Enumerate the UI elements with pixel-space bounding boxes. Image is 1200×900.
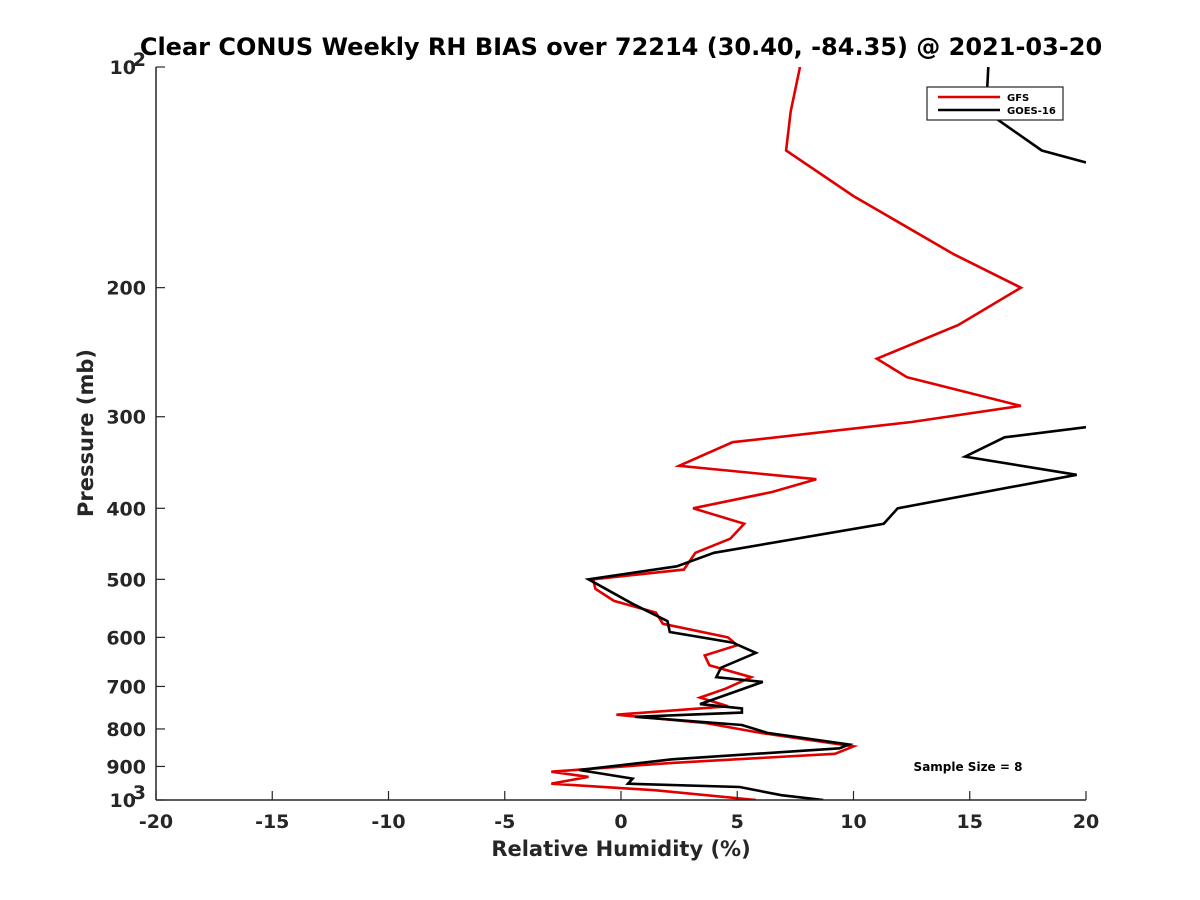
x-tick-label: 15 xyxy=(957,811,983,833)
x-tick-label: 20 xyxy=(1073,811,1099,833)
x-tick-label: -5 xyxy=(494,811,515,833)
y-axis-label: Pressure (mb) xyxy=(74,349,98,517)
y-tick-label: 900 xyxy=(106,756,146,778)
chart-title: Clear CONUS Weekly RH BIAS over 72214 (3… xyxy=(140,33,1102,61)
x-tick-label: -20 xyxy=(139,811,173,833)
sample-size-annotation: Sample Size = 8 xyxy=(914,760,1023,774)
y-tick-label: 200 xyxy=(106,278,146,300)
x-tick-label: 5 xyxy=(731,811,744,833)
y-tick-label: 600 xyxy=(106,627,146,649)
legend-label-gfs: GFS xyxy=(1007,93,1029,104)
y-tick-label: 10 xyxy=(110,57,136,79)
y-tick-label: 500 xyxy=(106,569,146,591)
legend-box xyxy=(926,86,1064,121)
ticks-layer: -20 -15 -10 -5 0 5 10 15 20102200300400500600700… xyxy=(106,49,1099,833)
x-tick-label: -10 xyxy=(371,811,405,833)
legend-label-goes16: GOES-16 xyxy=(1007,106,1056,117)
x-tick-label: 10 xyxy=(840,811,866,833)
y-tick-label: 400 xyxy=(106,498,146,520)
x-axis-label: Relative Humidity (%) xyxy=(491,837,750,861)
y-tick-label: 800 xyxy=(106,719,146,741)
y-tick-label: 10 xyxy=(110,790,136,812)
x-tick-label: 0 xyxy=(614,811,627,833)
y-tick-label: 300 xyxy=(106,407,146,429)
y-tick-exponent: 3 xyxy=(133,782,146,804)
series-line-goes16 xyxy=(578,67,1086,800)
series-layer xyxy=(551,67,1086,800)
y-tick-exponent: 2 xyxy=(133,49,146,71)
series-line-gfs xyxy=(551,67,1024,800)
x-tick-label: -15 xyxy=(255,811,289,833)
axes-layer xyxy=(155,67,1086,801)
legend: GFS GOES-16 xyxy=(926,86,1064,121)
y-tick-label: 700 xyxy=(106,676,146,698)
